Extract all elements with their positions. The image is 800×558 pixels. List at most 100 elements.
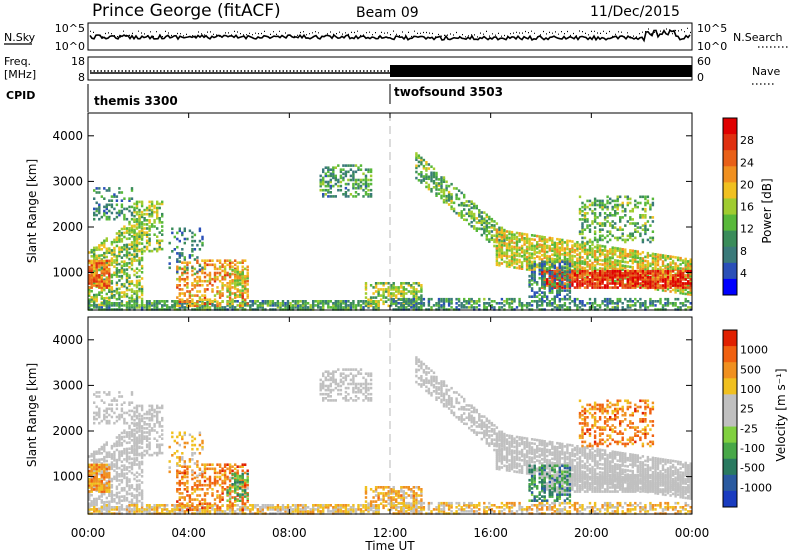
power-cell — [455, 302, 457, 305]
power-cell — [239, 289, 241, 292]
power-cell — [153, 300, 155, 303]
power-cell — [617, 228, 619, 231]
power-cell — [131, 288, 133, 291]
power-cell — [206, 288, 208, 291]
power-cell — [556, 261, 558, 264]
power-cell — [191, 274, 193, 277]
power-cell — [679, 257, 681, 260]
power-cell — [534, 245, 536, 248]
power-cell — [166, 304, 168, 307]
power-cell — [639, 298, 641, 301]
power-cell — [546, 295, 548, 298]
power-cell — [637, 222, 639, 225]
power-cell — [481, 215, 483, 218]
power-cell — [151, 250, 153, 253]
power-cell — [400, 290, 402, 293]
power-cell — [98, 274, 100, 277]
power-cell — [327, 189, 329, 192]
power-cell — [418, 161, 420, 164]
power-cell — [639, 253, 641, 256]
power-cell — [377, 300, 379, 303]
power-cell — [194, 234, 196, 237]
power-cell — [473, 213, 475, 216]
power-cell — [569, 240, 571, 243]
power-cell — [171, 304, 173, 307]
power-cell — [325, 189, 327, 192]
power-cell — [632, 266, 634, 269]
power-cell — [445, 181, 447, 184]
velocity-cell — [98, 458, 100, 461]
power-cell — [672, 289, 674, 292]
power-cell — [526, 256, 528, 259]
power-cell — [506, 230, 508, 233]
power-cell — [609, 270, 611, 273]
power-cell — [113, 272, 115, 275]
power-cell — [126, 227, 128, 230]
power-cell — [423, 302, 425, 305]
power-cell — [274, 302, 276, 305]
power-cell — [579, 252, 581, 255]
power-cell — [365, 282, 367, 285]
power-cell — [370, 168, 372, 171]
power-cell — [181, 288, 183, 291]
power-cell — [637, 300, 639, 303]
power-cell — [531, 283, 533, 286]
power-cell — [511, 298, 513, 301]
power-cell — [589, 208, 591, 211]
power-cell — [209, 259, 211, 262]
power-cell — [523, 304, 525, 307]
power-cell — [596, 204, 598, 207]
power-cell — [204, 288, 206, 291]
power-cell — [687, 306, 689, 309]
power-cell — [118, 246, 120, 249]
power-cell — [111, 199, 113, 202]
power-cell — [138, 250, 140, 253]
power-cell — [234, 300, 236, 303]
power-cell — [108, 268, 110, 271]
power-cell — [596, 200, 598, 203]
velocity-cell — [128, 447, 130, 450]
power-cell — [528, 238, 530, 241]
power-cell — [403, 304, 405, 307]
power-cell — [604, 222, 606, 225]
power-cell — [128, 210, 130, 213]
power-cell — [121, 238, 123, 241]
noise-left-label: N.Sky — [4, 31, 36, 44]
power-cell — [289, 302, 291, 305]
power-cell — [601, 239, 603, 242]
power-cell — [355, 304, 357, 307]
power-cell — [468, 204, 470, 207]
power-cell — [584, 267, 586, 270]
velocity-cell — [138, 434, 140, 437]
power-cell — [413, 304, 415, 307]
power-cell — [221, 282, 223, 285]
velocity-cell — [101, 499, 103, 502]
power-cell — [627, 196, 629, 199]
power-cell — [342, 164, 344, 167]
power-cell — [216, 286, 218, 289]
colorbar-swatch — [723, 166, 737, 183]
power-cell — [629, 233, 631, 236]
power-cell — [652, 220, 654, 223]
power-cell — [320, 189, 322, 192]
power-cell — [405, 298, 407, 301]
power-cell — [599, 270, 601, 273]
power-cell — [111, 241, 113, 244]
power-cell — [508, 259, 510, 262]
cpid-mode-1: themis 3300 — [94, 94, 178, 108]
power-cell — [513, 298, 515, 301]
power-cell — [606, 235, 608, 238]
power-cell — [345, 191, 347, 194]
power-cell — [385, 288, 387, 291]
power-cell — [108, 216, 110, 219]
velocity-cell — [126, 472, 128, 475]
power-cell — [176, 296, 178, 299]
power-cell — [96, 294, 98, 297]
power-cell — [347, 183, 349, 186]
power-cell — [501, 302, 503, 305]
power-cell — [496, 229, 498, 232]
power-cell — [337, 189, 339, 192]
power-cell — [576, 253, 578, 256]
power-cell — [549, 263, 551, 266]
power-cell — [539, 293, 541, 296]
